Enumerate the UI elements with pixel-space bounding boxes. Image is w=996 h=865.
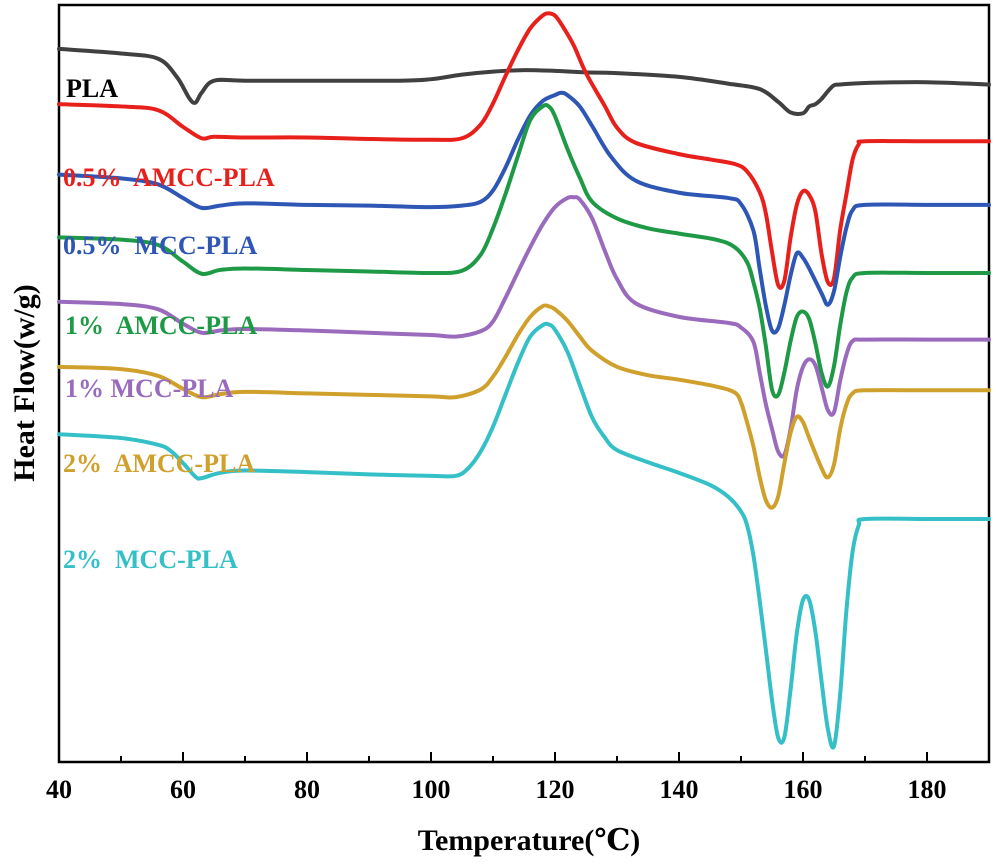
series-label-6: 2% AMCC-PLA [63,449,255,478]
series-line-4 [57,102,991,399]
x-axis-tick-labels: 40 60 80 100 120 140 160 180 [46,775,947,804]
x-tick-label: 180 [908,775,947,804]
series-line-3 [57,90,991,335]
series-line-6 [57,303,991,510]
plot-frame [57,3,991,764]
y-axis-title: Heat Flow(w/g) [8,284,41,481]
series-label-3: 0.5% MCC-PLA [63,231,257,260]
series-label-2: 0.5% AMCC-PLA [63,163,275,192]
x-axis-title: Temperature(℃) [418,824,641,857]
series-labels: PLA 0.5% AMCC-PLA 0.5% MCC-PLA 1% AMCC-PLA 1… [63,74,275,574]
x-tick-label: 160 [784,775,823,804]
series-line-7 [57,321,991,750]
series-label-1: PLA [66,74,118,103]
series-line-5 [57,194,991,459]
x-tick-label: 140 [660,775,699,804]
x-axis-ticks [58,752,990,762]
series-label-4: 1% AMCC-PLA [65,311,257,340]
series-curves [57,11,991,750]
series-label-5: 1% MCC-PLA [65,374,233,403]
x-tick-label: 40 [46,775,72,804]
series-label-7: 2% MCC-PLA [63,545,238,574]
series-line-1 [57,46,991,116]
x-tick-label: 120 [536,775,575,804]
x-tick-label: 60 [170,775,196,804]
x-tick-label: 80 [294,775,320,804]
series-line-2 [57,11,991,290]
x-tick-label: 100 [412,775,451,804]
